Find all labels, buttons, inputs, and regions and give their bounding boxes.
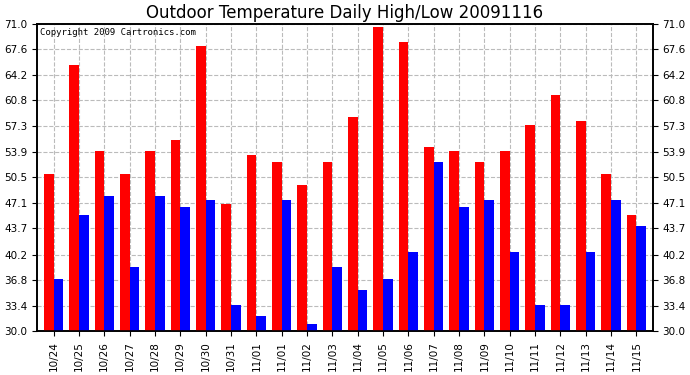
Bar	[459, 207, 469, 331]
Bar	[54, 279, 63, 331]
Bar	[206, 200, 215, 331]
Bar	[611, 200, 621, 331]
Bar	[576, 121, 586, 331]
Bar	[130, 267, 139, 331]
Title: Outdoor Temperature Daily High/Low 20091116: Outdoor Temperature Daily High/Low 20091…	[146, 4, 544, 22]
Bar	[180, 207, 190, 331]
Bar	[586, 252, 595, 331]
Bar	[333, 267, 342, 331]
Bar	[256, 316, 266, 331]
Bar	[408, 252, 418, 331]
Bar	[170, 140, 180, 331]
Bar	[44, 174, 54, 331]
Bar	[535, 305, 544, 331]
Bar	[155, 196, 165, 331]
Bar	[272, 162, 282, 331]
Bar	[323, 162, 333, 331]
Bar	[348, 117, 357, 331]
Bar	[297, 185, 307, 331]
Bar	[104, 196, 114, 331]
Bar	[196, 46, 206, 331]
Bar	[449, 151, 459, 331]
Bar	[120, 174, 130, 331]
Bar	[551, 95, 560, 331]
Bar	[69, 65, 79, 331]
Bar	[627, 215, 636, 331]
Bar	[399, 42, 408, 331]
Bar	[424, 147, 434, 331]
Bar	[383, 279, 393, 331]
Bar	[434, 162, 443, 331]
Bar	[602, 174, 611, 331]
Bar	[95, 151, 104, 331]
Bar	[221, 204, 231, 331]
Text: Copyright 2009 Cartronics.com: Copyright 2009 Cartronics.com	[40, 28, 196, 38]
Bar	[484, 200, 494, 331]
Bar	[146, 151, 155, 331]
Bar	[307, 324, 317, 331]
Bar	[357, 290, 367, 331]
Bar	[247, 155, 256, 331]
Bar	[636, 226, 646, 331]
Bar	[560, 305, 570, 331]
Bar	[510, 252, 520, 331]
Bar	[373, 27, 383, 331]
Bar	[282, 200, 291, 331]
Bar	[79, 215, 88, 331]
Bar	[475, 162, 484, 331]
Bar	[525, 125, 535, 331]
Bar	[500, 151, 510, 331]
Bar	[231, 305, 241, 331]
